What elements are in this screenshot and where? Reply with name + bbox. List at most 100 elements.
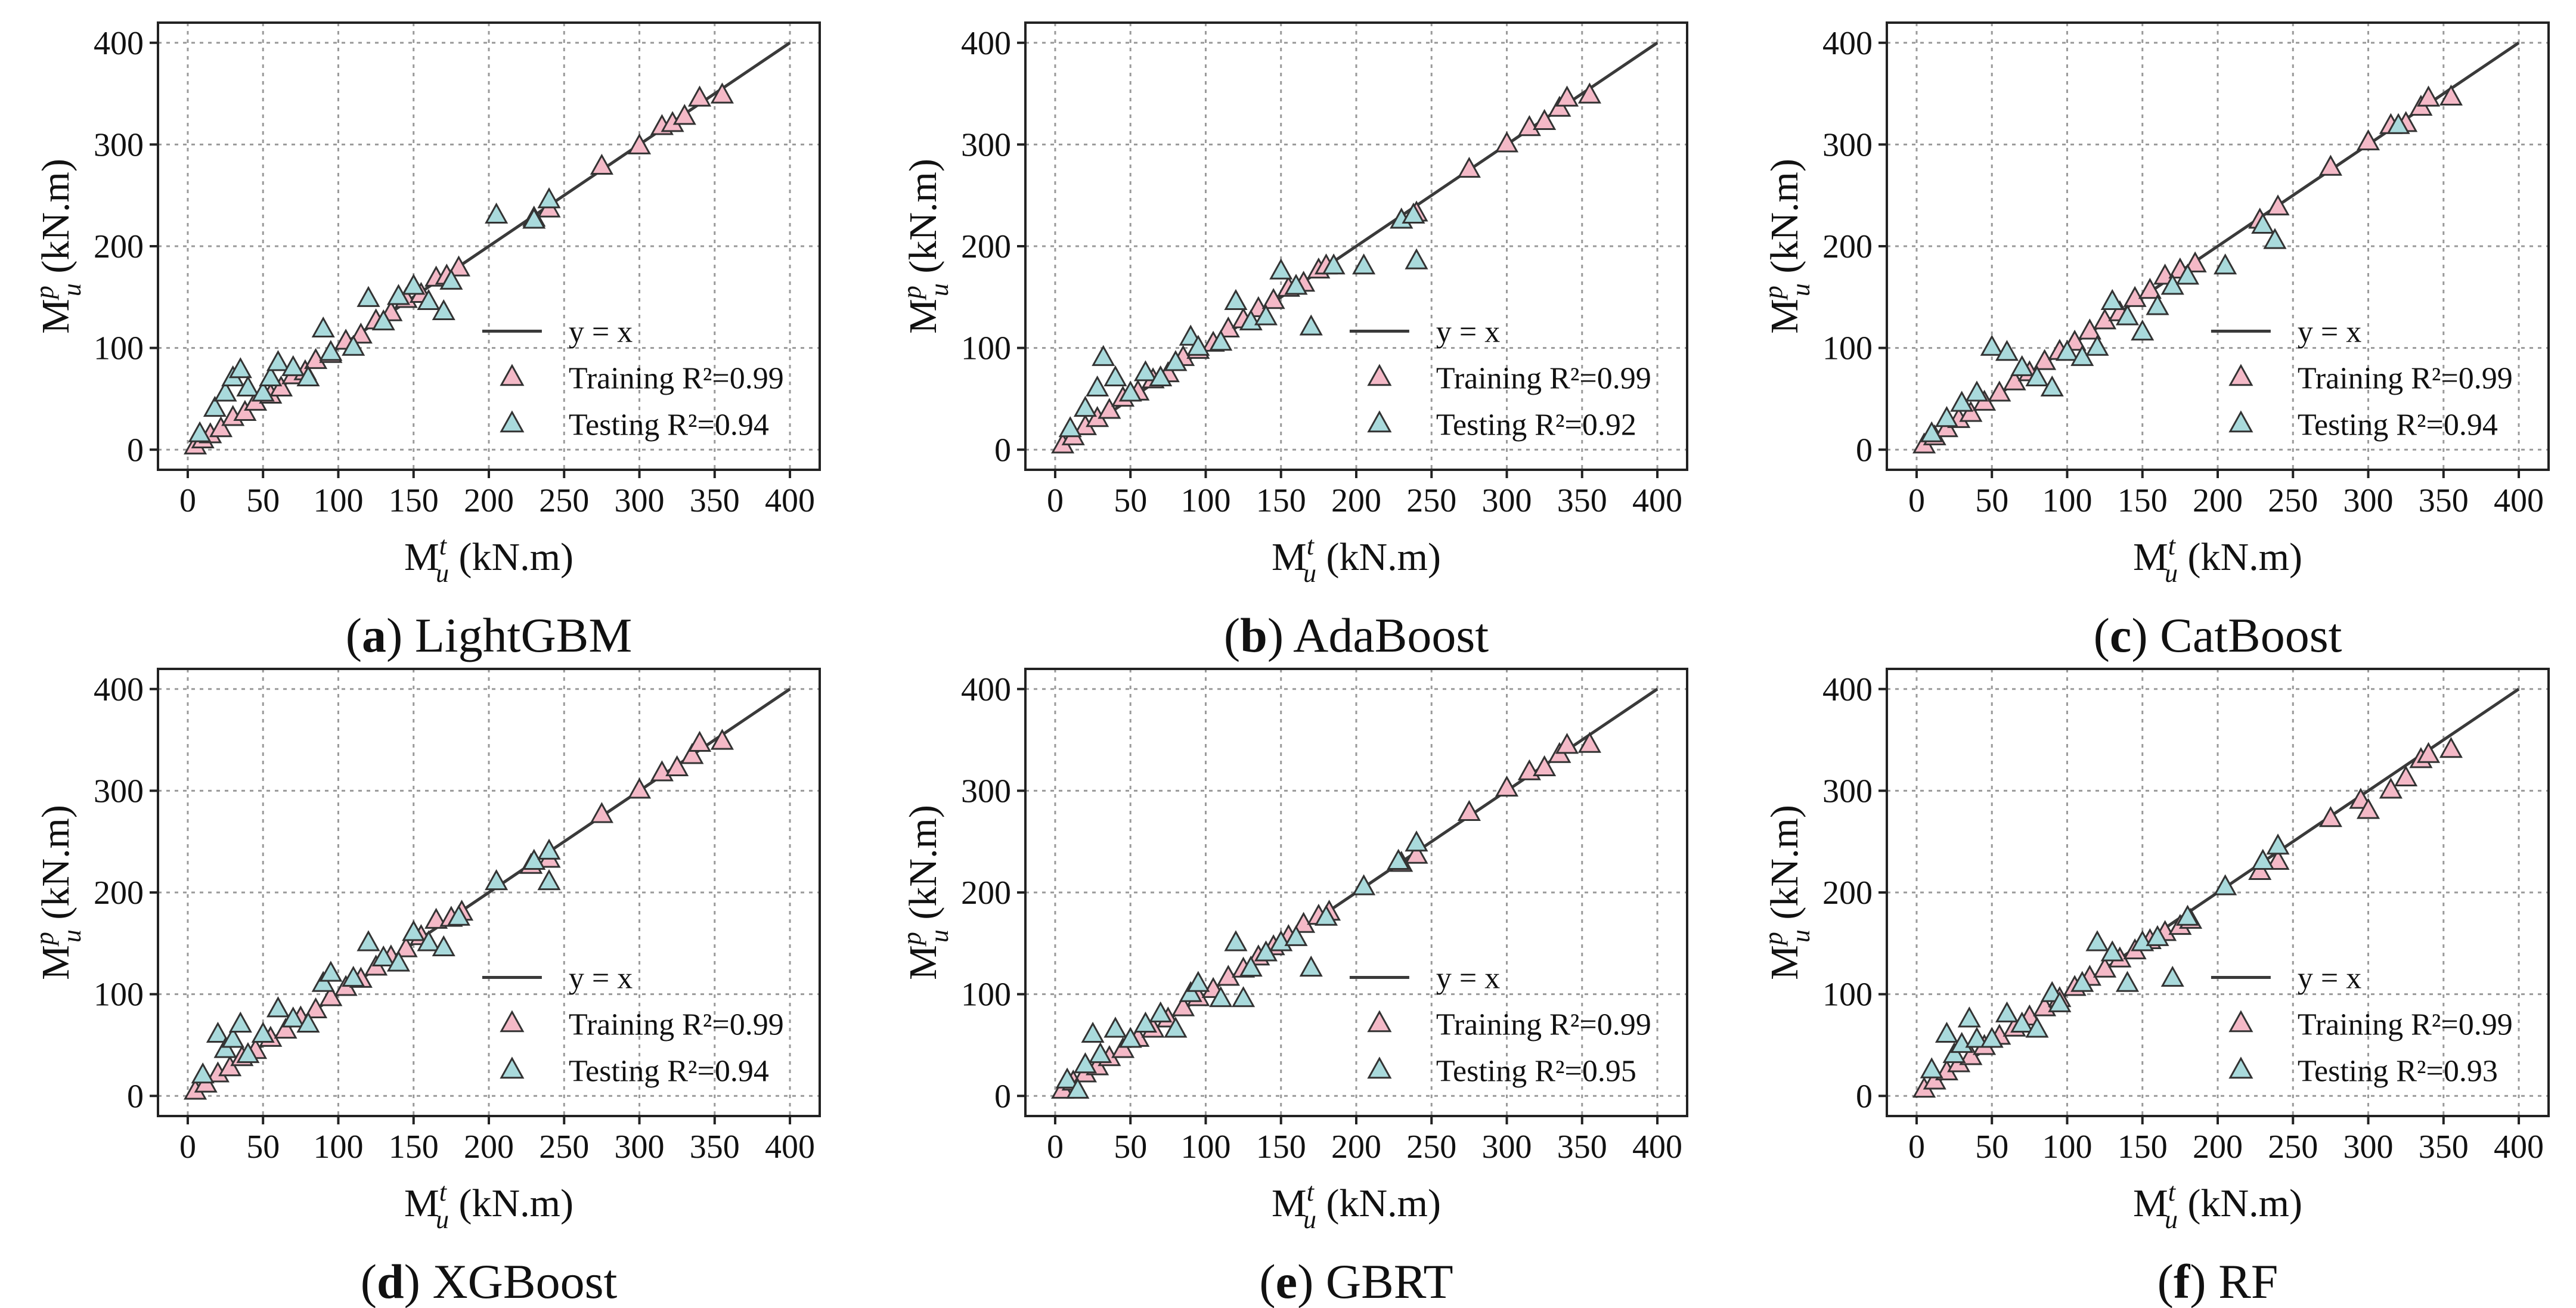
y-tick-label: 200 xyxy=(961,875,1011,912)
testing-point xyxy=(2175,264,2200,285)
y-tick-label: 400 xyxy=(1822,671,1873,708)
testing-point xyxy=(2146,925,2169,946)
y-tick-label: 400 xyxy=(94,25,144,62)
testing-point xyxy=(281,1006,305,1028)
x-tick-label: 150 xyxy=(1256,1129,1306,1166)
y-axis-label-superscript: p xyxy=(897,932,926,947)
testing-point xyxy=(1239,955,1263,977)
training-point xyxy=(319,985,343,1006)
training-point xyxy=(2093,956,2117,978)
x-tick-label: 300 xyxy=(2343,1129,2394,1166)
training-point xyxy=(2138,278,2162,299)
legend-training-label: Training R²=0.99 xyxy=(1436,362,1651,396)
x-axis-label-symbol: M xyxy=(404,1182,439,1225)
training-point xyxy=(1988,380,2011,402)
x-tick-label: 100 xyxy=(313,482,363,519)
x-tick-label: 250 xyxy=(2268,1129,2318,1166)
training-point xyxy=(1533,109,1557,130)
testing-point xyxy=(2115,304,2140,326)
x-tick-label: 350 xyxy=(2419,482,2469,519)
legend-testing-swatch xyxy=(1367,410,1392,433)
testing-point xyxy=(417,930,441,951)
testing-point xyxy=(1995,340,2019,361)
testing-point xyxy=(342,334,365,356)
training-point xyxy=(274,1017,297,1039)
testing-point xyxy=(213,380,237,402)
y-tick-label: 300 xyxy=(961,126,1011,163)
x-axis-label: Mt u (kN.m) xyxy=(2133,531,2302,588)
x-tick-label: 300 xyxy=(2343,482,2394,519)
testing-point xyxy=(402,274,426,295)
testing-point xyxy=(311,971,335,992)
testing-point xyxy=(1118,380,1142,402)
panel-caption: (a) LightGBM xyxy=(346,608,633,662)
y-axis-label-unit: (kN.m) xyxy=(1763,805,1806,929)
training-point xyxy=(710,729,734,750)
testing-point xyxy=(311,316,335,338)
testing-point xyxy=(1322,253,1346,275)
testing-point xyxy=(1086,375,1109,397)
y-tick-label: 400 xyxy=(1822,25,1873,62)
x-axis-label-superscript: t xyxy=(2168,531,2177,560)
y-tick-label: 100 xyxy=(94,330,144,367)
panel-adaboost: 0 50 100 150 200 250 300 350 400 0 100 200 300 400 y =… xyxy=(897,21,1688,662)
panel-caption: (e) GBRT xyxy=(1259,1254,1453,1308)
training-point xyxy=(2439,737,2463,758)
testing-point xyxy=(1284,925,1308,946)
caption-open: ( xyxy=(2094,608,2110,662)
training-point xyxy=(304,997,328,1019)
caption-close: ) xyxy=(404,1254,433,1308)
testing-point xyxy=(1942,1042,1966,1064)
y-axis-label: Mpu (kN.m) xyxy=(30,159,86,334)
y-axis-label-subscript: u xyxy=(1786,283,1815,296)
testing-point xyxy=(1073,1052,1097,1074)
testing-point xyxy=(1920,421,1943,442)
training-point xyxy=(2416,85,2441,107)
y-axis-label-symbol: M xyxy=(901,945,945,980)
training-point xyxy=(1555,733,1579,754)
training-point xyxy=(447,255,471,277)
training-point xyxy=(424,907,448,929)
training-point xyxy=(1457,799,1481,822)
testing-point xyxy=(1352,874,1376,895)
x-axis-label: Mt u (kN.m) xyxy=(404,531,574,588)
testing-point xyxy=(1209,330,1233,351)
testing-point xyxy=(1133,360,1158,382)
x-tick-label: 150 xyxy=(2118,482,2168,519)
legend-line-label: y = x xyxy=(1436,962,1500,996)
testing-point xyxy=(319,960,343,982)
training-point xyxy=(672,104,696,125)
legend-training-label: Training R²=0.99 xyxy=(569,362,784,396)
y-axis-label-unit: (kN.m) xyxy=(34,805,78,929)
testing-point xyxy=(2386,113,2410,134)
y-axis-label-superscript: p xyxy=(30,932,59,947)
y-tick-label: 0 xyxy=(994,432,1011,469)
x-tick-label: 250 xyxy=(1406,482,1456,519)
panel-catboost: 0 50 100 150 200 250 300 350 400 0 100 200 300 400 y =… xyxy=(1759,21,2550,662)
x-axis-label-subscript: u xyxy=(1303,1205,1316,1234)
training-point xyxy=(1171,995,1195,1016)
x-axis-label-subscript: u xyxy=(2165,1205,2178,1234)
legend-training-label: Training R²=0.99 xyxy=(2298,1008,2513,1042)
testing-point xyxy=(485,202,509,224)
y-axis-label-superscript: p xyxy=(30,286,59,300)
training-point xyxy=(2379,777,2403,799)
x-tick-label: 100 xyxy=(313,1129,363,1166)
x-tick-label: 0 xyxy=(1047,482,1064,519)
training-point xyxy=(590,153,613,175)
testing-point xyxy=(191,1062,215,1084)
legend-line-label: y = x xyxy=(2298,962,2361,996)
y-tick-label: 0 xyxy=(127,432,144,469)
caption-model-name: LightGBM xyxy=(415,608,632,662)
testing-point xyxy=(259,365,283,386)
testing-point xyxy=(2214,874,2237,895)
y-tick-label: 100 xyxy=(1822,330,1873,367)
y-tick-label: 200 xyxy=(1822,875,1873,912)
training-point xyxy=(2078,318,2101,340)
testing-point xyxy=(236,1042,260,1064)
x-tick-label: 250 xyxy=(1406,1129,1456,1166)
training-point xyxy=(687,85,712,107)
x-tick-label: 350 xyxy=(1557,1129,1607,1166)
testing-point xyxy=(1935,406,1959,427)
testing-point xyxy=(2085,930,2109,951)
